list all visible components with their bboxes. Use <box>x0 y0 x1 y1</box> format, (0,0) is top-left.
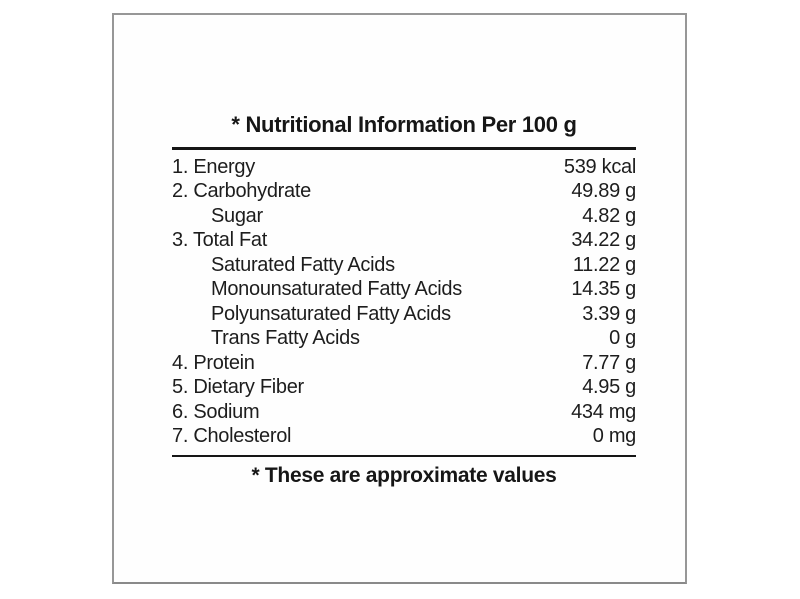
footer-note: * These are approximate values <box>251 464 557 487</box>
table-row: Sugar 4.82 g <box>172 204 636 229</box>
row-value: 434 mg <box>571 400 636 423</box>
nutrition-rows: 1. Energy 539 kcal 2. Carbohydrate 49.89… <box>172 150 636 455</box>
row-value: 7.77 g <box>582 351 636 374</box>
row-label: 6. Sodium <box>172 400 260 423</box>
row-value: 539 kcal <box>563 155 636 178</box>
row-label: 2. Carbohydrate <box>172 180 311 202</box>
row-value: 14.35 g <box>571 278 636 300</box>
top-rule <box>172 147 636 150</box>
row-value: 4.82 g <box>582 204 636 227</box>
table-row: Saturated Fatty Acids 11.22 g <box>172 253 636 278</box>
row-value: 4.95 g <box>582 376 636 398</box>
row-label: Monounsaturated Fatty Acids <box>211 278 462 300</box>
label-frame: * Nutritional Information Per 100 g 1. E… <box>112 13 687 584</box>
table-row: 6. Sodium 434 mg <box>172 400 636 425</box>
row-label: 5. Dietary Fiber <box>172 376 304 398</box>
row-label: 1. Energy <box>172 155 255 178</box>
row-value: 0 g <box>609 327 636 349</box>
table-row: Polyunsaturated Fatty Acids 3.39 g <box>172 302 636 327</box>
table-row: 4. Protein 7.77 g <box>172 351 636 376</box>
row-value: 11.22 g <box>572 253 636 276</box>
row-value: 0 mg <box>592 425 637 447</box>
table-row: Monounsaturated Fatty Acids 14.35 g <box>172 277 636 302</box>
nutrition-table: * Nutritional Information Per 100 g 1. E… <box>172 112 636 488</box>
row-label: 4. Protein <box>172 351 255 374</box>
table-row: 2. Carbohydrate 49.89 g <box>172 179 636 204</box>
row-value: 3.39 g <box>582 302 636 325</box>
row-label: 3. Total Fat <box>172 229 267 251</box>
row-label: Trans Fatty Acids <box>211 327 360 349</box>
table-row: 5. Dietary Fiber 4.95 g <box>172 375 636 400</box>
table-row: 7. Cholesterol 0 mg <box>172 424 636 449</box>
table-title: * Nutritional Information Per 100 g <box>231 112 577 137</box>
row-value: 34.22 g <box>571 229 636 251</box>
row-label: Polyunsaturated Fatty Acids <box>211 302 451 325</box>
table-row: 1. Energy 539 kcal <box>172 155 636 180</box>
table-row: Trans Fatty Acids 0 g <box>172 326 636 351</box>
bottom-rule <box>172 454 636 457</box>
row-label: Saturated Fatty Acids <box>211 253 395 276</box>
table-row: 3. Total Fat 34.22 g <box>172 228 636 253</box>
row-value: 49.89 g <box>571 180 636 202</box>
row-label: Sugar <box>211 204 263 227</box>
row-label: 7. Cholesterol <box>172 425 292 447</box>
